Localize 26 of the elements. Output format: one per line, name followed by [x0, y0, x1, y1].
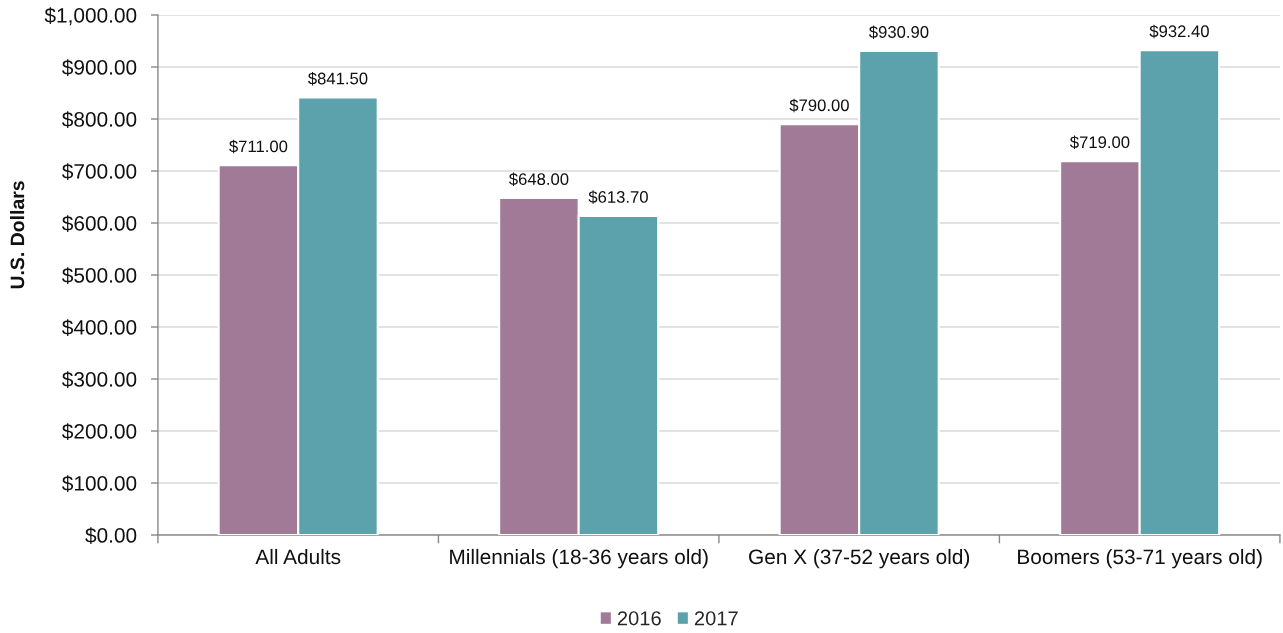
data-label: $613.70: [588, 190, 648, 204]
data-label: $711.00: [229, 139, 288, 154]
data-label: $932.40: [1149, 24, 1209, 39]
y-tick-label: $1,000.00: [44, 7, 137, 26]
x-tick-label: Millennials (18-36 years old): [450, 548, 708, 569]
x-tick-label: Boomers (53-71 years old): [1018, 548, 1262, 569]
y-axis-title: U.S. Dollars: [10, 181, 25, 289]
data-label: $719.00: [1069, 135, 1130, 150]
data-label: $841.50: [308, 71, 368, 86]
legend-label: 2016: [617, 611, 661, 626]
x-tick-label: Gen X (37-52 years old): [749, 548, 970, 569]
y-tick-label: $400.00: [62, 319, 137, 336]
y-tick-label: $500.00: [62, 267, 137, 284]
x-tick-label: All Adults: [255, 548, 341, 565]
y-tick-label: $200.00: [62, 423, 137, 440]
y-tick-label: $600.00: [62, 215, 137, 232]
y-tick-label: $0.00: [85, 527, 137, 545]
data-label: $790.00: [789, 98, 849, 113]
y-tick-label: $100.00: [62, 475, 137, 492]
data-label: $648.00: [508, 172, 569, 187]
y-tick-label: $800.00: [62, 111, 137, 128]
y-tick-label: $900.00: [62, 59, 137, 76]
y-tick-label: $300.00: [62, 371, 137, 388]
y-tick-label: $700.00: [62, 163, 137, 180]
legend-label: 2017: [694, 611, 738, 626]
data-label: $930.90: [869, 25, 929, 39]
